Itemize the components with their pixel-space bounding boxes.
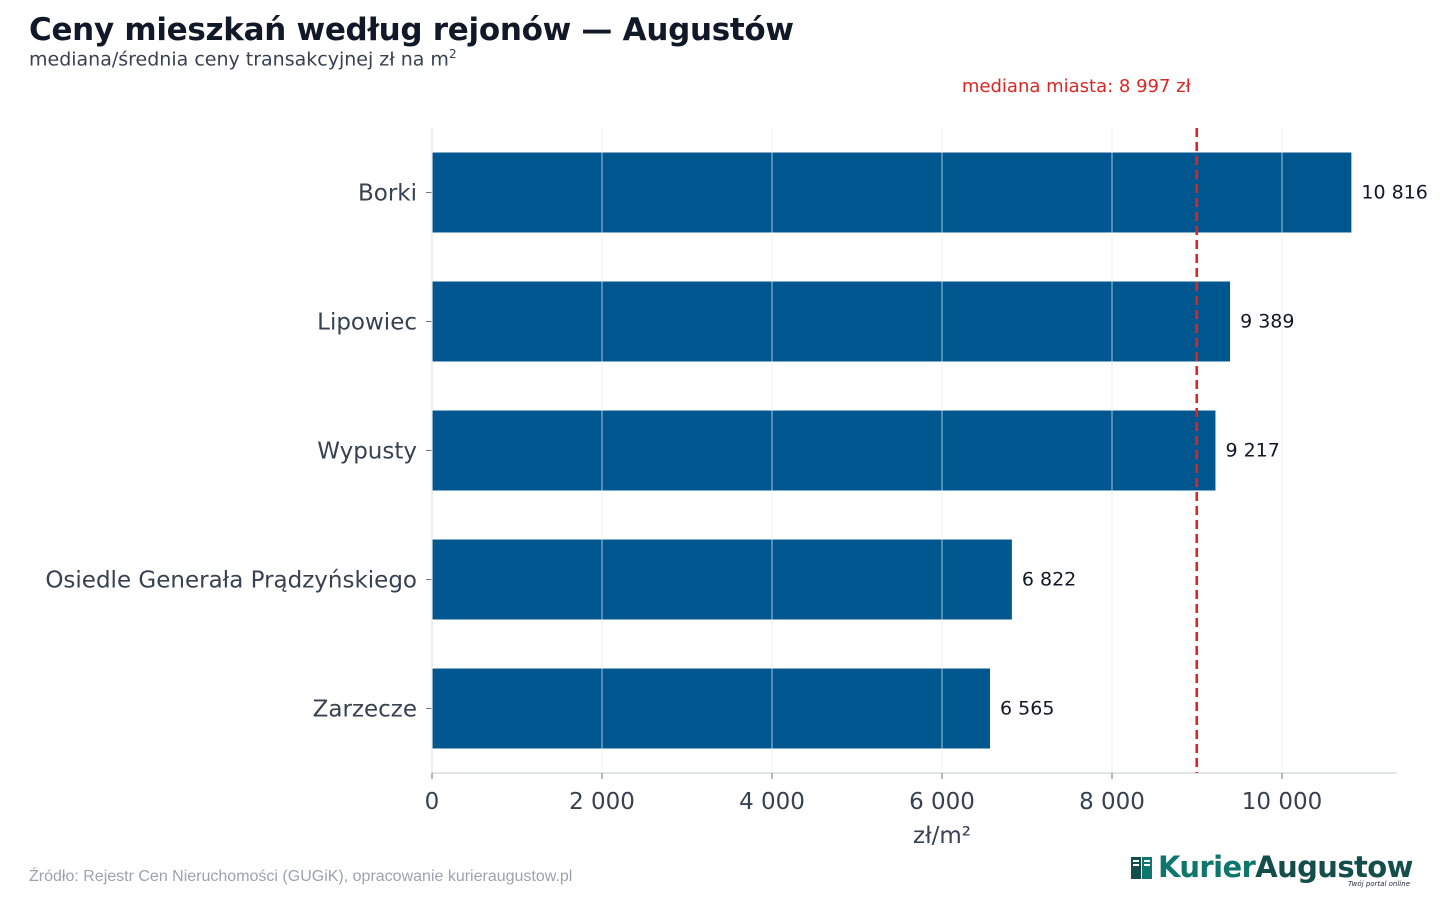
source-note: Źródło: Rejestr Cen Nieruchomości (GUGiK… <box>29 868 573 885</box>
grid-overlay-layer <box>601 128 1283 773</box>
category-label: Borki <box>358 181 417 207</box>
category-label: Osiedle Generała Prądzyńskiego <box>45 568 417 594</box>
bar <box>432 539 1012 620</box>
value-label: 9 389 <box>1240 311 1294 333</box>
value-label: 6 822 <box>1022 569 1076 591</box>
labels-layer: Borki 10 816 Lipowiec 9 389 Wypusty 9 217 Osie… <box>45 181 1428 850</box>
median-reference-label: mediana miasta: 8 997 zł <box>962 76 1192 97</box>
category-label: Wypusty <box>317 439 417 465</box>
x-tick-label: 10 000 <box>1242 789 1322 815</box>
book-icon <box>1131 857 1152 879</box>
bar <box>432 152 1352 233</box>
logo-wordmark: KurierAugustow <box>1158 850 1413 884</box>
category-label: Zarzecze <box>313 697 417 723</box>
axis-layer <box>426 128 1397 779</box>
reference-line-layer: mediana miasta: 8 997 zł <box>962 76 1199 773</box>
logo-part-kurier: Kurier <box>1158 850 1256 884</box>
bar <box>432 668 991 749</box>
bars-layer <box>432 152 1352 749</box>
x-tick-label: 6 000 <box>909 789 975 815</box>
chart-title: Ceny mieszkań według rejonów — Augustów <box>29 12 794 48</box>
category-label: Lipowiec <box>317 310 417 336</box>
x-tick-label: 2 000 <box>569 789 635 815</box>
bar <box>432 410 1216 491</box>
brand-logo[interactable]: KurierAugustow Twój portal online <box>1130 850 1413 890</box>
value-label: 10 816 <box>1361 182 1427 204</box>
subtitle-text: mediana/średnia ceny transakcyjnej zł na… <box>29 48 449 71</box>
x-axis-title: zł/m² <box>913 823 971 849</box>
subtitle-superscript: 2 <box>448 47 457 61</box>
value-label: 9 217 <box>1225 440 1279 462</box>
logo-part-augustow: Augustow <box>1255 850 1413 884</box>
x-tick-label: 8 000 <box>1079 789 1145 815</box>
value-label: 6 565 <box>1000 698 1054 720</box>
x-tick-label: 4 000 <box>739 789 805 815</box>
chart-subtitle: mediana/średnia ceny transakcyjnej zł na… <box>29 47 457 70</box>
bar <box>432 281 1231 362</box>
logo-tagline: Twój portal online <box>1347 880 1410 888</box>
x-tick-label: 0 <box>425 789 440 815</box>
